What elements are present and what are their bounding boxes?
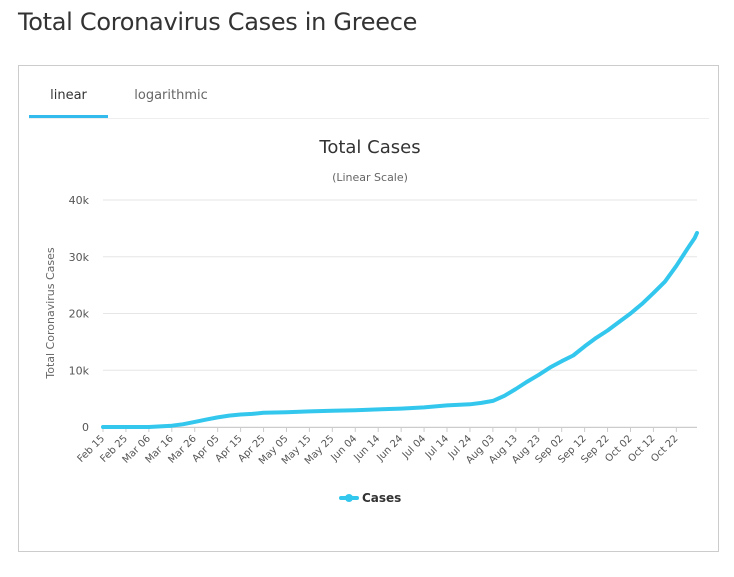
chart-title: Total Cases bbox=[318, 137, 420, 158]
y-axis-title: Total Coronavirus Cases bbox=[44, 247, 57, 380]
y-tick-label: 0 bbox=[82, 421, 89, 434]
chart-subtitle: (Linear Scale) bbox=[332, 171, 408, 184]
y-tick-label: 10k bbox=[69, 364, 90, 377]
chart-panel: linear logarithmic bbox=[18, 65, 719, 552]
legend-marker bbox=[345, 494, 353, 502]
scale-tabs: linear logarithmic bbox=[29, 84, 709, 119]
series-cases bbox=[101, 230, 699, 429]
y-tick-label: 20k bbox=[69, 308, 90, 321]
x-tick-label: Jul 14 bbox=[423, 433, 451, 461]
x-tick-label: Jul 04 bbox=[400, 433, 428, 461]
tab-linear[interactable]: linear bbox=[29, 84, 108, 118]
tab-logarithmic[interactable]: logarithmic bbox=[134, 88, 208, 103]
y-tick-label: 40k bbox=[69, 194, 90, 207]
series-line-cases bbox=[101, 230, 699, 429]
legend[interactable]: Cases bbox=[339, 491, 401, 505]
y-axis-ticks: 0 10k 20k 30k 40k bbox=[69, 194, 90, 434]
legend-label-cases[interactable]: Cases bbox=[362, 491, 401, 505]
page-title: Total Coronavirus Cases in Greece bbox=[18, 8, 418, 36]
gridlines bbox=[103, 199, 697, 428]
y-tick-label: 30k bbox=[69, 251, 90, 264]
